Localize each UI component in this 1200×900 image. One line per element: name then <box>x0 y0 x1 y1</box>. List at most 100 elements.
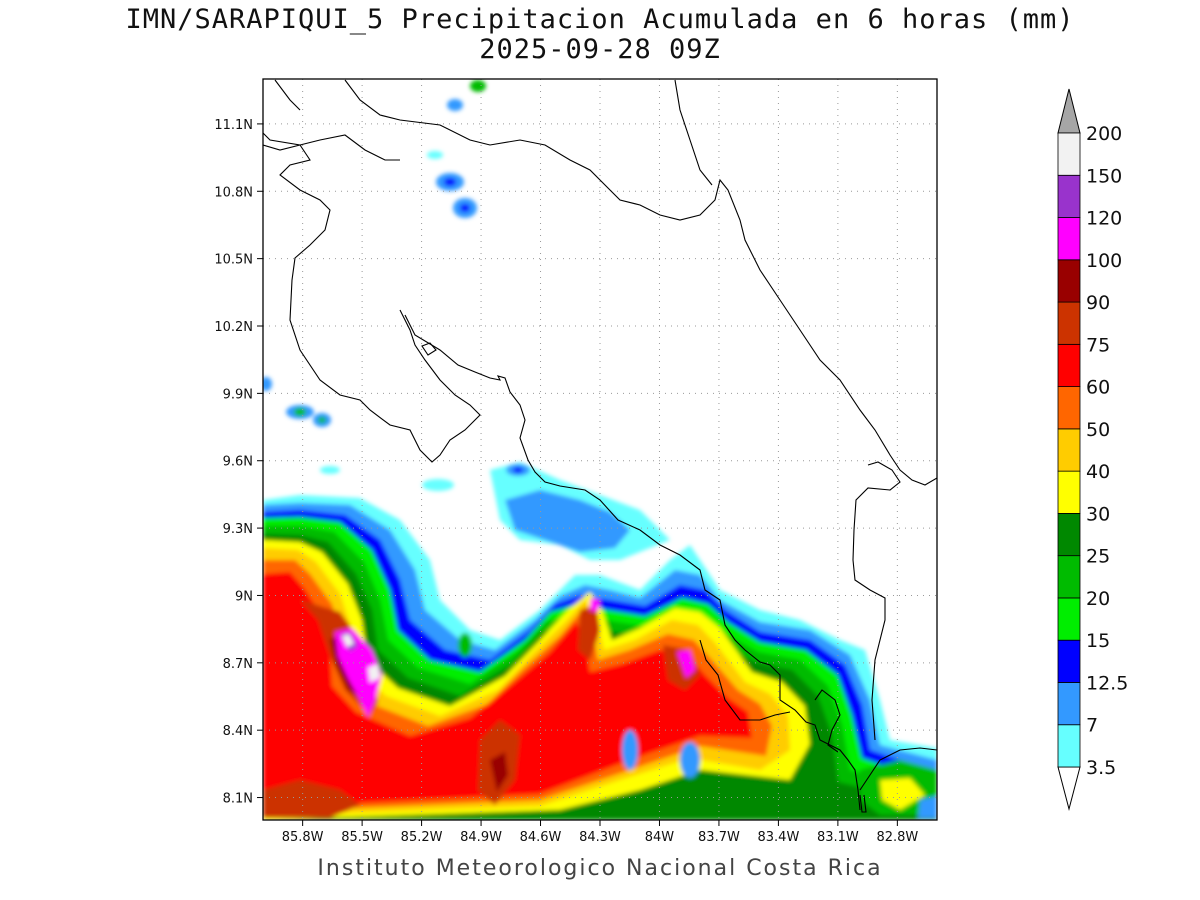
panama-pacific-coast <box>859 747 937 791</box>
y-tick-label: 9.6N <box>223 455 253 470</box>
colorbar-level-label: 12.5 <box>1086 672 1128 694</box>
y-tick-label: 10.8N <box>214 185 253 200</box>
precip-band-150-b <box>368 664 380 682</box>
precip-band-southeast-inner <box>918 796 937 818</box>
colorbar-level-label: 60 <box>1086 377 1110 399</box>
colorbar-over-arrow <box>1057 88 1081 134</box>
pacific-coast-central <box>404 314 861 811</box>
colorbar-level-label: 50 <box>1086 419 1110 441</box>
longitude-axis: 85.8W 85.5W 85.2W 84.9W 84.6W 84.3W 84W 83.7W 83… <box>282 820 918 845</box>
x-tick-label: 84.9W <box>460 830 502 845</box>
colorbar-level-label: 25 <box>1086 546 1110 568</box>
precip-cell-west-3 <box>263 377 272 391</box>
y-tick-label: 8.4N <box>223 724 253 739</box>
colorbar-segment <box>1057 217 1081 261</box>
precip-cell-north-2-core <box>460 204 470 212</box>
x-tick-label: 84.6W <box>520 830 562 845</box>
precip-cell-mid-1 <box>422 479 454 491</box>
y-tick-label: 10.2N <box>214 320 253 335</box>
precip-cell-mid-3-core <box>513 467 523 473</box>
colorbar-segment <box>1057 555 1081 599</box>
y-tick-label: 8.1N <box>223 792 253 807</box>
precip-cell-south-1 <box>622 730 638 770</box>
colorbar-level-label: 7 <box>1086 715 1098 737</box>
precip-band-75-e <box>263 780 360 818</box>
golfo-dulce-coast <box>814 689 841 753</box>
precip-band-7-north <box>505 490 630 552</box>
colorbar-level-label: 200 <box>1086 123 1122 145</box>
colorbar-segment <box>1057 386 1081 430</box>
precip-cell-north-4 <box>447 99 463 111</box>
nicaragua-costa-rica-border <box>263 79 713 186</box>
colorbar-segment <box>1057 724 1081 768</box>
colorbar-level-label: 150 <box>1086 165 1122 187</box>
precip-cell-mid-4 <box>458 633 472 657</box>
punta-burica <box>859 794 867 813</box>
colorbar-level-label: 40 <box>1086 461 1110 483</box>
precip-cell-west-1-core <box>294 408 306 416</box>
x-tick-label: 85.5W <box>341 830 383 845</box>
colorbar-level-label: 15 <box>1086 630 1110 652</box>
precip-band-southeast-core <box>880 778 925 810</box>
y-tick-label: 9.3N <box>223 522 253 537</box>
colorbar-segment <box>1057 513 1081 557</box>
caribbean-coast <box>344 79 937 486</box>
precip-cell-north-1-core <box>444 178 456 186</box>
x-tick-label: 85.2W <box>401 830 443 845</box>
y-tick-label: 9N <box>235 589 253 604</box>
colorbar-segment <box>1057 132 1081 176</box>
x-tick-label: 83.1W <box>817 830 859 845</box>
colorbar-segment <box>1057 639 1081 683</box>
map-valid-time: 2025-09-28 09Z <box>479 34 721 65</box>
panama-border <box>852 461 901 741</box>
colorbar-level-label: 3.5 <box>1086 757 1116 779</box>
precip-cell-mid-2 <box>320 466 340 474</box>
precip-cell-north-3 <box>427 151 443 159</box>
colorbar-segment <box>1057 343 1081 388</box>
precip-band-100-c <box>590 598 600 612</box>
map-gridlines <box>263 79 937 820</box>
colorbar: 3.5 7 12.5 15 20 25 30 40 50 60 75 90 100 120 150 200 <box>1057 88 1128 811</box>
precip-cell-south-2 <box>680 742 700 778</box>
precip-cell-west-2-core <box>318 417 326 423</box>
x-tick-label: 83.4W <box>758 830 800 845</box>
colorbar-segment <box>1057 174 1081 218</box>
precip-cell-north-5 <box>470 80 486 92</box>
y-tick-label: 11.1N <box>214 118 253 133</box>
colorbar-segment <box>1057 428 1081 472</box>
precip-band-75-c <box>578 605 600 660</box>
y-tick-label: 8.7N <box>223 657 253 672</box>
colorbar-level-label: 20 <box>1086 588 1110 610</box>
colorbar-segment <box>1057 470 1081 514</box>
y-tick-label: 10.5N <box>214 253 253 268</box>
colorbar-level-label: 100 <box>1086 250 1122 272</box>
colorbar-segment <box>1057 597 1081 641</box>
colorbar-level-label: 90 <box>1086 292 1110 314</box>
precip-band-150 <box>342 634 354 647</box>
osa-peninsula-coast <box>699 639 791 721</box>
y-tick-label: 9.9N <box>223 387 253 402</box>
map-title: IMN/SARAPIQUI_5 Precipitacion Acumulada … <box>125 4 1075 35</box>
x-tick-label: 84W <box>645 830 675 845</box>
precip-band-100 <box>335 628 382 718</box>
colorbar-under-arrow <box>1057 766 1081 811</box>
coastlines <box>263 79 937 813</box>
colorbar-segment <box>1057 682 1081 726</box>
colorbar-segment <box>1057 259 1081 303</box>
x-tick-label: 83.7W <box>698 830 740 845</box>
latitude-axis: 11.1N 10.8N 10.5N 10.2N 9.9N 9.6N 9.3N 9N 8.7N 8.… <box>214 118 263 807</box>
precipitation-field <box>263 80 937 820</box>
nicaragua-pacific-coast <box>263 79 481 463</box>
colorbar-level-label: 75 <box>1086 334 1110 356</box>
x-tick-label: 85.8W <box>282 830 324 845</box>
x-tick-label: 84.3W <box>579 830 621 845</box>
x-tick-label: 82.8W <box>876 830 918 845</box>
colorbar-segment <box>1057 301 1081 345</box>
precip-band-100-b <box>677 650 695 678</box>
colorbar-level-label: 30 <box>1086 503 1110 525</box>
nicoya-gulf-island <box>421 342 437 356</box>
credit-footer: Instituto Meteorologico Nacional Costa R… <box>317 856 883 881</box>
colorbar-level-label: 120 <box>1086 208 1122 230</box>
precip-band-90-b <box>490 752 508 792</box>
